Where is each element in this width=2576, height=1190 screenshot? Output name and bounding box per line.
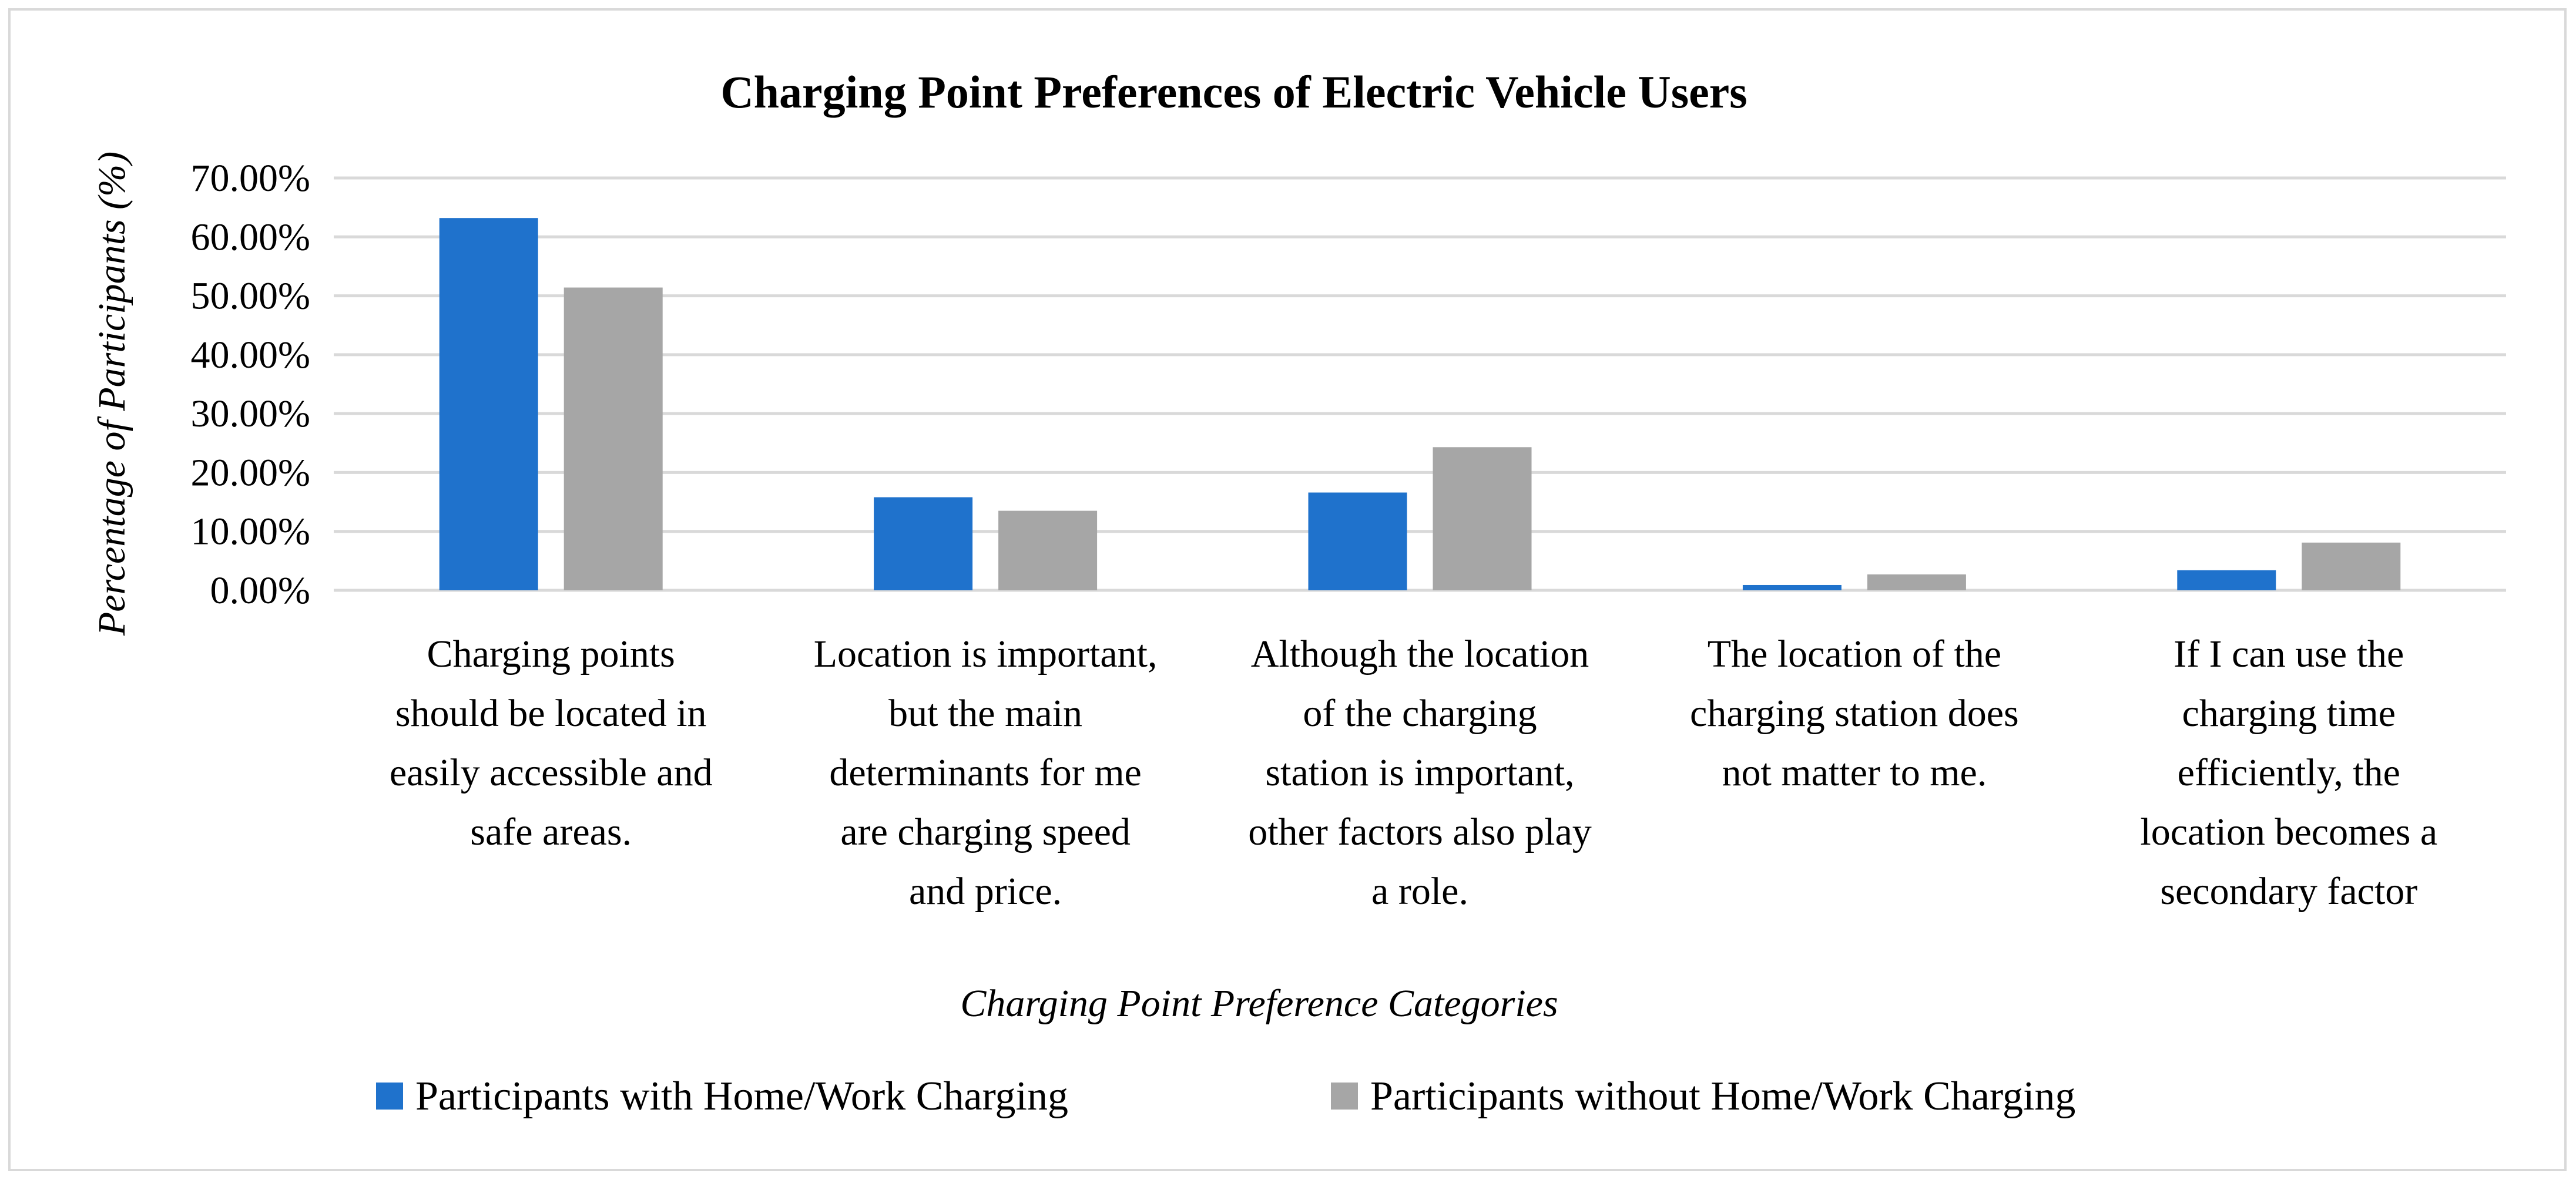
bar-series-1 (1308, 492, 1407, 590)
y-tick-label: 0.00% (210, 569, 310, 612)
y-tick-label: 10.00% (191, 510, 310, 553)
x-category-label: Charging points should be located in easil… (390, 633, 713, 853)
x-category-label: If I can use the charging time efficiently… (2140, 633, 2437, 913)
bar-series-2 (564, 287, 663, 590)
bar-series-1 (874, 497, 973, 590)
legend-label: Participants with Home/Work Charging (415, 1074, 1068, 1119)
bars (439, 218, 2401, 590)
x-category-label: Location is important, but the main determ… (814, 633, 1158, 913)
bar-series-2 (998, 510, 1098, 590)
x-category-label: The location of the charging station does… (1690, 633, 2019, 794)
y-tick-label: 40.00% (191, 334, 310, 377)
y-tick-label: 60.00% (191, 216, 310, 258)
bar-series-1 (439, 218, 538, 590)
y-axis-label: Percentage of Participants (%) (90, 152, 133, 636)
y-tick-label: 70.00% (191, 157, 310, 200)
y-tick-label: 50.00% (191, 275, 310, 318)
bar-series-2 (1433, 447, 1532, 590)
bar-series-1 (1742, 584, 1842, 590)
legend-swatch (376, 1083, 403, 1110)
x-axis-label: Charging Point Preference Categories (960, 982, 1558, 1025)
bar-series-2 (2302, 542, 2401, 590)
y-tick-label: 20.00% (191, 451, 310, 494)
y-tick-label: 30.00% (191, 392, 310, 435)
y-axis-tick-labels: 0.00% 10.00% 20.00% 30.00% 40.00% 50.00% 60.00… (191, 157, 310, 612)
gridlines (334, 176, 2506, 592)
x-axis-category-labels: Charging points should be located in easil… (390, 633, 2437, 913)
chart-title: Charging Point Preferences of Electric V… (720, 66, 1747, 117)
legend: Participants with Home/Work Charging Part… (376, 1074, 2075, 1119)
bar-series-1 (2177, 570, 2276, 590)
bar-series-2 (1867, 574, 1966, 590)
legend-swatch (1331, 1083, 1358, 1110)
x-category-label: Although the location of the charging stat… (1248, 633, 1592, 913)
legend-label: Participants without Home/Work Charging (1370, 1074, 2075, 1119)
